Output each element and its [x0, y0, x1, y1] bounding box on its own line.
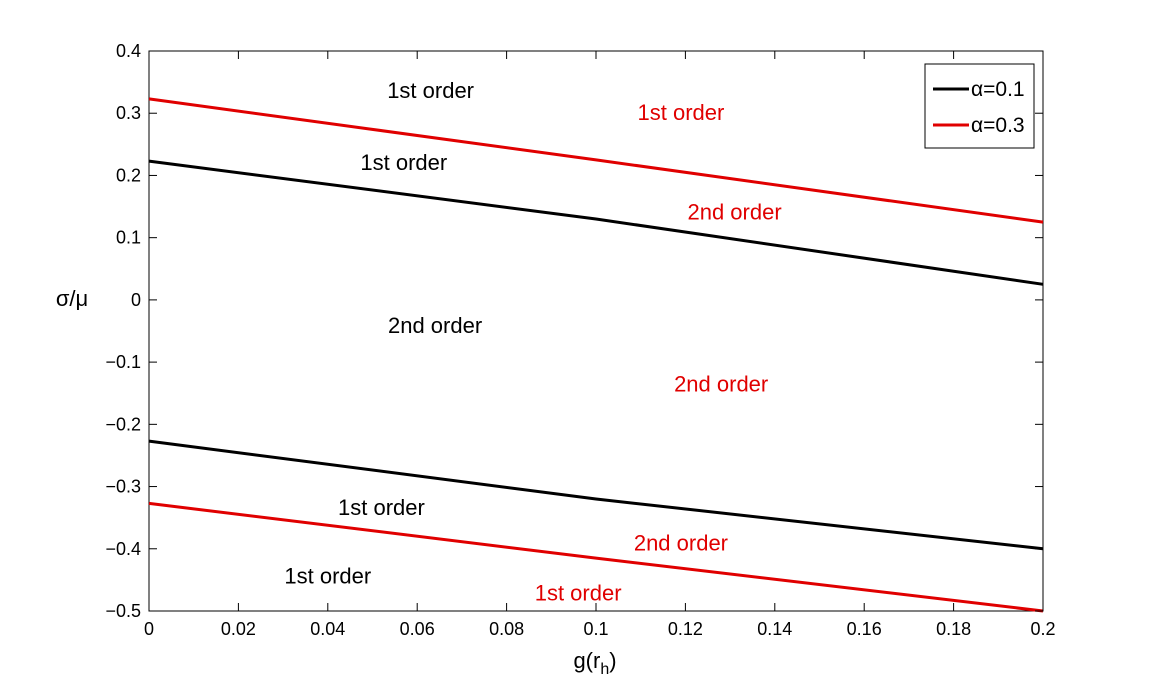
x-tick-label: 0.12	[668, 619, 703, 639]
y-tick-label: −0.3	[105, 477, 141, 497]
x-tick-label: 0.02	[221, 619, 256, 639]
region-label-2: 1st order	[638, 100, 725, 125]
legend-label-2: α=0.3	[971, 114, 1025, 137]
y-tick-label: −0.5	[105, 601, 141, 621]
series-line-3	[148, 97, 1044, 224]
x-tick-label: 0.06	[400, 619, 435, 639]
series-line-2	[148, 439, 1044, 551]
x-axis-label: g(rh)	[573, 648, 616, 678]
x-tick-label: 0	[144, 619, 154, 639]
series-line-4	[148, 501, 1044, 613]
region-label-4: 2nd order	[687, 200, 781, 225]
y-tick-label: −0.2	[105, 414, 141, 434]
x-tick-label: 0.08	[489, 619, 524, 639]
x-tick-label: 0.04	[310, 619, 345, 639]
annotation-layer: 1st order 1st order 1st order 2nd order 2nd …	[284, 78, 781, 605]
x-tick-label: 0.14	[757, 619, 792, 639]
y-tick-label: 0	[131, 290, 141, 310]
series-line-1	[148, 159, 1044, 286]
legend: α=0.1 α=0.3	[924, 63, 1035, 149]
x-tick-label: 0.1	[583, 619, 608, 639]
region-label-3: 1st order	[360, 150, 447, 175]
y-tick-label: 0.1	[116, 228, 141, 248]
x-tick-label: 0.2	[1030, 619, 1055, 639]
region-label-5: 2nd order	[388, 313, 482, 338]
region-label-8: 2nd order	[634, 531, 728, 556]
x-axis-ticks: 0 0.02 0.04 0.06 0.08 0.1 0.12 0.14 0.16 0.18 0.2	[144, 51, 1056, 639]
y-axis-ticks: −0.5 −0.4 −0.3 −0.2 −0.1 0 0.1 0.2 0.3 0.4	[105, 41, 1043, 621]
legend-label-1: α=0.1	[971, 78, 1025, 101]
y-tick-label: −0.1	[105, 352, 141, 372]
legend-box	[924, 63, 1035, 149]
y-tick-label: 0.3	[116, 103, 141, 123]
plot-border	[148, 50, 1044, 612]
region-label-9: 1st order	[284, 564, 371, 589]
region-label-7: 1st order	[338, 495, 425, 520]
region-label-1: 1st order	[387, 78, 474, 103]
region-label-10: 1st order	[535, 580, 622, 605]
x-tick-label: 0.18	[936, 619, 971, 639]
y-axis-label: σ/μ	[56, 286, 88, 311]
y-tick-label: −0.4	[105, 539, 141, 559]
series-layer	[148, 97, 1044, 613]
y-tick-label: 0.4	[116, 41, 141, 61]
plot-frame	[148, 50, 1044, 612]
region-label-6: 2nd order	[674, 371, 768, 396]
y-tick-label: 0.2	[116, 165, 141, 185]
x-tick-label: 0.16	[847, 619, 882, 639]
